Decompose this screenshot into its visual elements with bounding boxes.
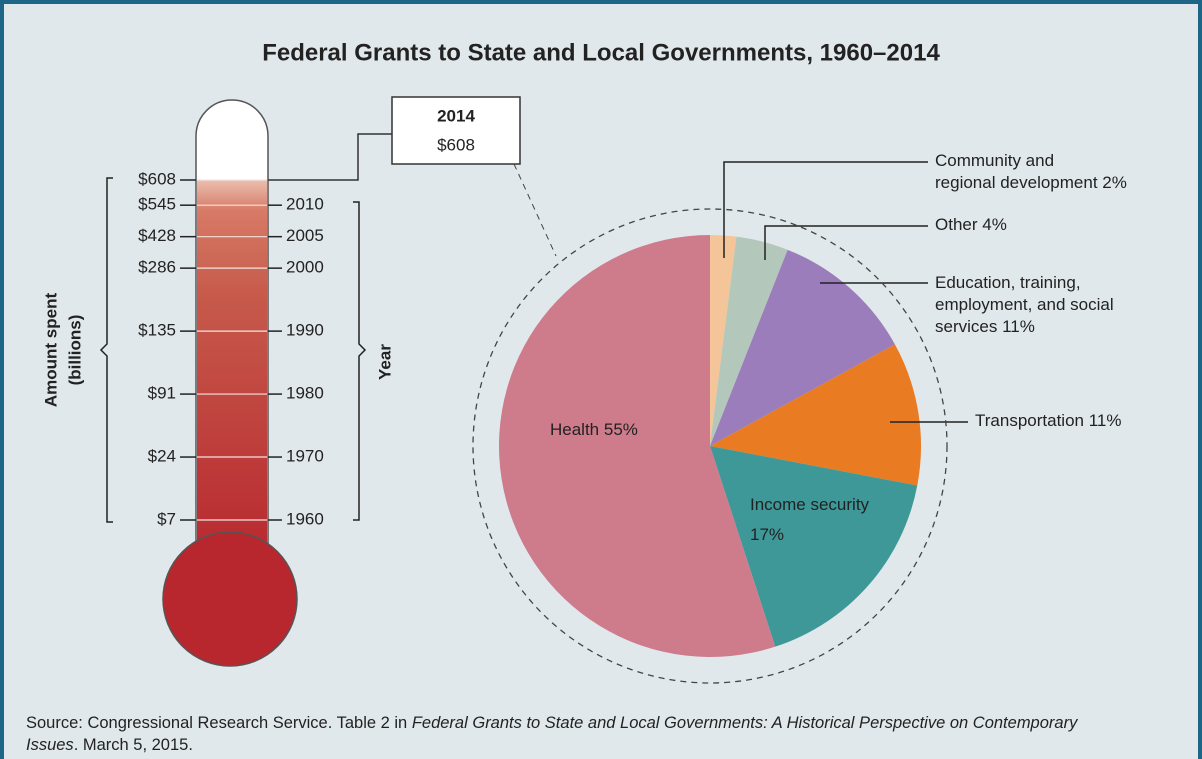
callout-dash [513, 163, 557, 257]
amount-bracket [99, 177, 113, 523]
amount-label: $91 [148, 384, 176, 403]
year-label: 1980 [286, 384, 324, 403]
slice-value: 11% [1002, 317, 1035, 336]
slice-label: Community and regional development 2% [935, 151, 1127, 192]
label-line: Health [550, 420, 599, 439]
callout-connector [268, 133, 392, 181]
callout-box [391, 96, 521, 165]
amount-label: $7 [157, 509, 176, 528]
chart-title: Federal Grants to State and Local Govern… [262, 39, 940, 66]
slice-category: Community and regional development [935, 151, 1098, 192]
leader-line [723, 161, 928, 258]
year-label: 2005 [286, 226, 324, 245]
slice-category: Health [550, 420, 599, 439]
pie-slice [499, 235, 776, 658]
label-line: Community and [935, 151, 1054, 170]
source-suffix: . March 5, 2015. [73, 736, 193, 754]
year-label: 1960 [286, 509, 324, 528]
amount-label: $24 [148, 447, 176, 466]
pie-slice [710, 235, 737, 446]
amount-label: $135 [138, 321, 176, 340]
slice-label: Education, training, employment, and soc… [935, 273, 1118, 336]
year-label: 1970 [286, 447, 324, 466]
year-label: 2010 [286, 195, 324, 214]
label-line: regional development [935, 173, 1098, 192]
slice-category: Education, training, employment, and soc… [935, 273, 1118, 336]
chart: Federal Grants to State and Local Govern… [41, 39, 1127, 684]
y-axis-label: Amount spent [41, 293, 60, 408]
callout-year: 2014 [437, 106, 475, 125]
pie-slice [710, 249, 895, 446]
slice-label: Income security 17% [750, 495, 874, 544]
slice-label: Transportation 11% [975, 411, 1121, 430]
label-line: Education, training, [935, 273, 1081, 292]
label-line: Transportation [975, 411, 1084, 430]
pie-outline [472, 208, 948, 684]
year-label: 1990 [286, 321, 324, 340]
leader-line [764, 225, 928, 260]
slice-value: 55% [604, 420, 638, 439]
slice-category: Income security [750, 495, 870, 514]
source-note: Source: Congressional Research Service. … [26, 712, 1116, 756]
label-line: employment, and social [935, 295, 1114, 314]
slice-value: 11% [1089, 411, 1122, 430]
slice-value: 17% [750, 525, 784, 544]
slice-value: 2% [1102, 173, 1127, 192]
slice-category: Other [935, 215, 978, 234]
callout-amount: $608 [437, 135, 475, 154]
amount-label: $608 [138, 169, 176, 188]
pie-slice [710, 344, 921, 486]
pie-slice [710, 236, 788, 446]
slice-label: Health 55% [550, 420, 638, 439]
source-prefix: Source: Congressional Research Service. … [26, 714, 412, 732]
mercury [197, 180, 267, 570]
year-bracket [353, 201, 367, 521]
amount-label: $428 [138, 226, 176, 245]
slice-label: Other 4% [935, 215, 1007, 234]
year-label: 2000 [286, 258, 324, 277]
slice-category: Transportation [975, 411, 1084, 430]
slice-value: 4% [982, 215, 1007, 234]
y-axis-label: (billions) [65, 315, 84, 386]
label-line: Income security [750, 495, 870, 514]
thermometer-bulb [162, 531, 298, 667]
x-axis-label: Year [375, 344, 394, 380]
label-line: Other [935, 215, 978, 234]
amount-label: $286 [138, 258, 176, 277]
pie-slice [710, 446, 918, 647]
label-line: services [935, 317, 997, 336]
amount-label: $545 [138, 195, 176, 214]
source-title: Federal Grants to State and Local Govern… [26, 714, 1078, 754]
